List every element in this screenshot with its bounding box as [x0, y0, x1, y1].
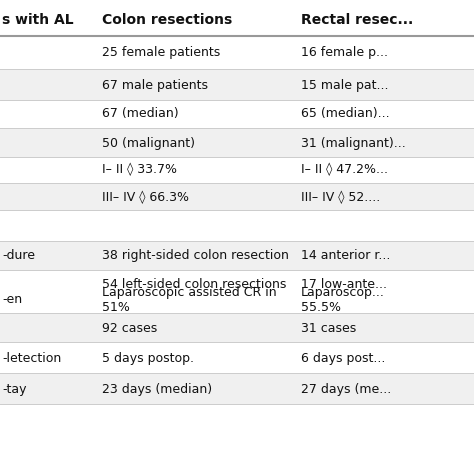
Text: 67 male patients: 67 male patients: [102, 79, 208, 92]
Text: 5 days postop.: 5 days postop.: [102, 352, 194, 365]
Text: III– IV ◊ 52....: III– IV ◊ 52....: [301, 191, 380, 204]
Text: 65 (median)...: 65 (median)...: [301, 107, 390, 120]
Text: -tay: -tay: [2, 383, 27, 396]
Text: 16 female p...: 16 female p...: [301, 46, 388, 59]
Bar: [0, 69, 474, 100]
Bar: [0, 270, 474, 313]
Text: 31 cases: 31 cases: [301, 321, 356, 335]
Text: Colon resections: Colon resections: [102, 13, 232, 27]
Bar: [0, 100, 474, 128]
Text: 50 (malignant): 50 (malignant): [102, 137, 195, 150]
Text: I– II ◊ 47.2%...: I– II ◊ 47.2%...: [301, 163, 388, 176]
Text: Laparoscop...
55.5%: Laparoscop... 55.5%: [301, 285, 385, 314]
Bar: [0, 241, 474, 270]
Text: Laparoscopic assisted CR in
51%: Laparoscopic assisted CR in 51%: [102, 285, 276, 314]
Text: 54 left-sided colon resections: 54 left-sided colon resections: [102, 278, 286, 291]
Text: -letection: -letection: [2, 352, 62, 365]
Bar: [0, 36, 474, 69]
Text: Rectal resec...: Rectal resec...: [301, 13, 413, 27]
Bar: [0, 342, 474, 373]
Bar: [0, 128, 474, 157]
Bar: [0, 183, 474, 210]
Text: 92 cases: 92 cases: [102, 321, 157, 335]
Text: 27 days (me...: 27 days (me...: [301, 383, 391, 396]
Text: 23 days (median): 23 days (median): [102, 383, 212, 396]
Bar: [0, 373, 474, 404]
Text: 67 (median): 67 (median): [102, 107, 179, 120]
Text: 31 (malignant)...: 31 (malignant)...: [301, 137, 406, 150]
Text: 15 male pat...: 15 male pat...: [301, 79, 389, 92]
Text: -en: -en: [2, 293, 22, 306]
Text: 6 days post...: 6 days post...: [301, 352, 385, 365]
Text: 17 low-ante...: 17 low-ante...: [301, 278, 387, 291]
Text: 14 anterior r...: 14 anterior r...: [301, 248, 391, 262]
Text: I– II ◊ 33.7%: I– II ◊ 33.7%: [102, 163, 177, 176]
Text: -dure: -dure: [2, 248, 36, 262]
Bar: [0, 210, 474, 241]
Text: III– IV ◊ 66.3%: III– IV ◊ 66.3%: [102, 191, 189, 204]
Bar: [0, 157, 474, 183]
Text: s with AL: s with AL: [2, 13, 74, 27]
Text: 38 right-sided colon resection: 38 right-sided colon resection: [102, 248, 289, 262]
Bar: [0, 313, 474, 342]
Text: 25 female patients: 25 female patients: [102, 46, 220, 59]
